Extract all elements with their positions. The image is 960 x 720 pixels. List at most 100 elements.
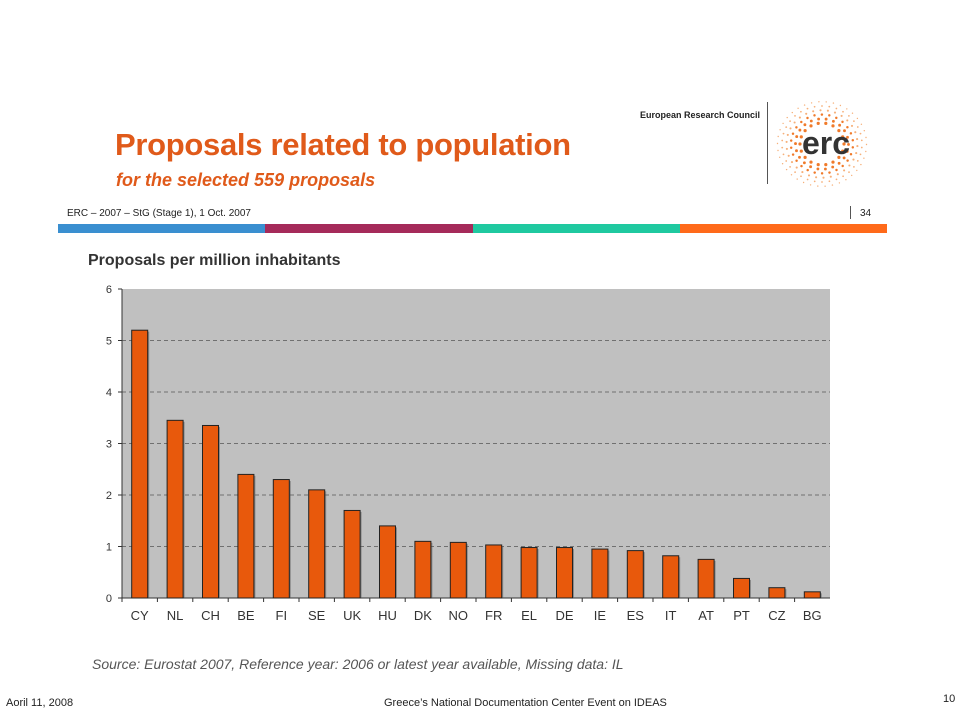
- logo-dot: [813, 171, 816, 174]
- logo-dot: [795, 149, 798, 153]
- logo-dot: [859, 132, 862, 135]
- logo-dot: [865, 143, 868, 146]
- logo-dot: [813, 114, 816, 117]
- logo-dot: [816, 121, 820, 125]
- logo-dot: [806, 178, 809, 181]
- bar-bg: [803, 591, 821, 599]
- logo-dot: [848, 115, 850, 117]
- logo-dot: [831, 184, 834, 186]
- logo-dot: [837, 161, 841, 165]
- x-tick-label: ES: [627, 608, 645, 623]
- logo-dot: [803, 155, 807, 159]
- logo-dot: [837, 155, 841, 159]
- logo-dot: [838, 182, 841, 184]
- color-bar-segment: [472, 224, 680, 233]
- logo-dot: [809, 165, 813, 169]
- logo-dot: [777, 149, 779, 152]
- logo-dot: [860, 163, 862, 166]
- logo-dot: [846, 119, 849, 122]
- logo-dot: [802, 161, 806, 165]
- y-tick-label: 1: [106, 542, 112, 554]
- footer-slide-number: 10: [943, 693, 956, 705]
- bar-es: [626, 550, 644, 599]
- footer-event: Greece’s National Documentation Center E…: [384, 697, 667, 709]
- logo-dot: [846, 135, 849, 139]
- logo-dot: [843, 129, 846, 133]
- logo-dot: [803, 104, 806, 106]
- logo-dot: [835, 178, 838, 181]
- logo-dot: [787, 154, 790, 157]
- bar-at: [697, 558, 715, 599]
- logo-dot: [854, 131, 857, 134]
- logo-dot: [820, 172, 824, 175]
- logo-dot: [779, 156, 781, 158]
- logo-dot: [781, 163, 784, 165]
- logo-dot: [838, 123, 842, 127]
- logo-dot: [794, 171, 796, 173]
- bar-fi: [272, 479, 290, 599]
- x-tick-label: IE: [594, 608, 607, 623]
- logo-dot: [853, 120, 855, 122]
- logo-dot: [841, 164, 844, 168]
- x-tick-label: NO: [449, 608, 469, 623]
- logo-dot: [797, 107, 799, 109]
- logo-dot: [840, 114, 843, 117]
- logo-dot: [845, 149, 849, 153]
- logo-dot: [789, 146, 793, 149]
- x-tick-label: UK: [343, 608, 361, 623]
- color-bar: [58, 224, 887, 233]
- bar-no: [449, 541, 467, 599]
- logo-dot: [813, 180, 816, 183]
- x-tick-label: CZ: [768, 608, 785, 623]
- logo-dot: [781, 139, 784, 142]
- page-number-separator: [850, 206, 851, 219]
- x-tick-label: FI: [276, 608, 288, 623]
- bar-hu: [379, 525, 396, 599]
- logo-dot: [831, 160, 835, 164]
- slide-meta: ERC – 2007 – StG (Stage 1), 1 Oct. 2007: [67, 208, 251, 219]
- logo-dot: [785, 160, 788, 162]
- logo-dot: [836, 173, 839, 176]
- page-number: 34: [860, 208, 872, 219]
- logo-dot: [835, 168, 838, 172]
- bar-se: [308, 489, 326, 599]
- x-tick-label: HU: [378, 608, 397, 623]
- logo-dot: [794, 142, 797, 146]
- logo-divider: [767, 102, 768, 184]
- logo-dot: [782, 153, 785, 156]
- logo-dot: [826, 109, 829, 112]
- logo-dot: [856, 126, 859, 128]
- y-tick-label: 5: [106, 336, 112, 348]
- logo-dot: [824, 121, 828, 125]
- x-tick-label: DK: [414, 608, 432, 623]
- logo-dot: [865, 150, 867, 153]
- logo-dot: [803, 123, 807, 127]
- logo-dot: [856, 138, 859, 141]
- logo-dot: [805, 112, 808, 115]
- logo-dot: [822, 176, 825, 179]
- color-bar-segment: [265, 224, 473, 233]
- logo-dot: [803, 129, 807, 133]
- logo-dot: [782, 132, 785, 135]
- logo-dot: [833, 111, 837, 114]
- logo-dot: [806, 107, 809, 110]
- logo-dot: [809, 119, 813, 123]
- logo-dot: [786, 133, 789, 136]
- bar-it: [662, 555, 680, 599]
- logo-dot: [789, 139, 793, 142]
- logo-dot: [812, 110, 815, 113]
- logo-dot: [813, 105, 816, 108]
- logo-dot: [847, 142, 850, 146]
- bar-cy: [131, 329, 149, 599]
- logo-dot: [828, 171, 831, 174]
- logo-dot: [798, 116, 801, 119]
- logo-dot: [856, 117, 859, 120]
- logo-dot: [824, 185, 826, 187]
- logo-text: erc: [802, 125, 850, 161]
- logo-dot: [820, 113, 824, 116]
- logo-dot: [821, 181, 823, 183]
- logo-dot: [776, 142, 779, 145]
- logo-dot: [793, 121, 796, 124]
- logo-dot: [785, 140, 788, 143]
- x-tick-label: PT: [733, 608, 750, 623]
